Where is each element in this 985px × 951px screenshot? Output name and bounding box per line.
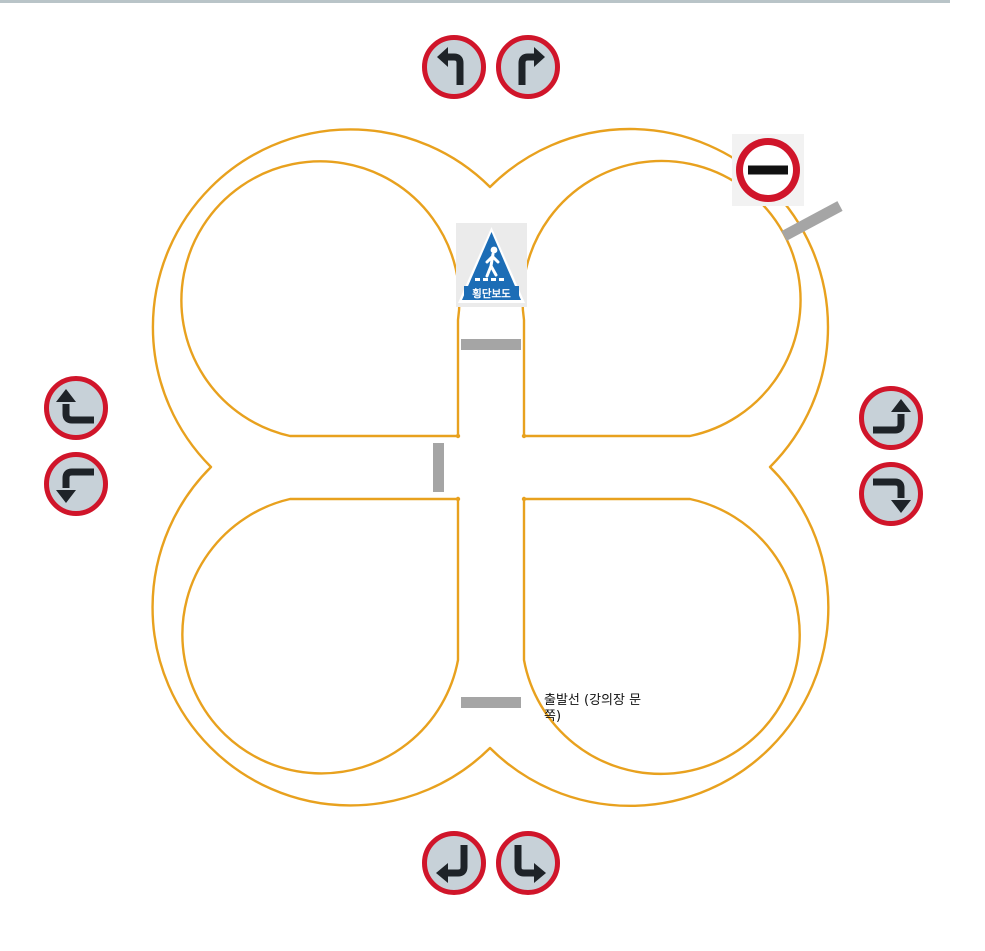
inner-loop-bottom-left xyxy=(181,497,460,775)
up-then-left-arrow-icon xyxy=(44,376,108,440)
pedestrian-crosswalk-icon: 횡단보도 xyxy=(456,223,527,307)
turn-left-arrow-icon xyxy=(422,35,486,99)
checkpoint-marker-right xyxy=(781,201,843,241)
intersection-corners xyxy=(455,433,527,502)
start-line-label: 출발선 (강의장 문쪽) xyxy=(544,693,642,724)
down-then-right-arrow-icon xyxy=(496,831,560,895)
no-entry-icon xyxy=(732,134,804,206)
start-line-marker xyxy=(461,697,521,708)
down-then-right-arrow-icon xyxy=(859,462,923,526)
outer-track xyxy=(151,127,830,807)
up-then-right-arrow-icon xyxy=(859,386,923,450)
checkpoint-marker-top xyxy=(461,339,521,350)
return-down-left-arrow-icon xyxy=(422,831,486,895)
inner-loop-bottom-right xyxy=(522,497,801,776)
inner-loop-top-left xyxy=(180,160,461,438)
turn-right-arrow-icon xyxy=(496,35,560,99)
checkpoint-marker-left xyxy=(433,443,444,492)
down-then-left-arrow-icon xyxy=(44,452,108,516)
top-divider xyxy=(0,0,950,3)
crosswalk-sign-label: 횡단보도 xyxy=(472,287,511,300)
